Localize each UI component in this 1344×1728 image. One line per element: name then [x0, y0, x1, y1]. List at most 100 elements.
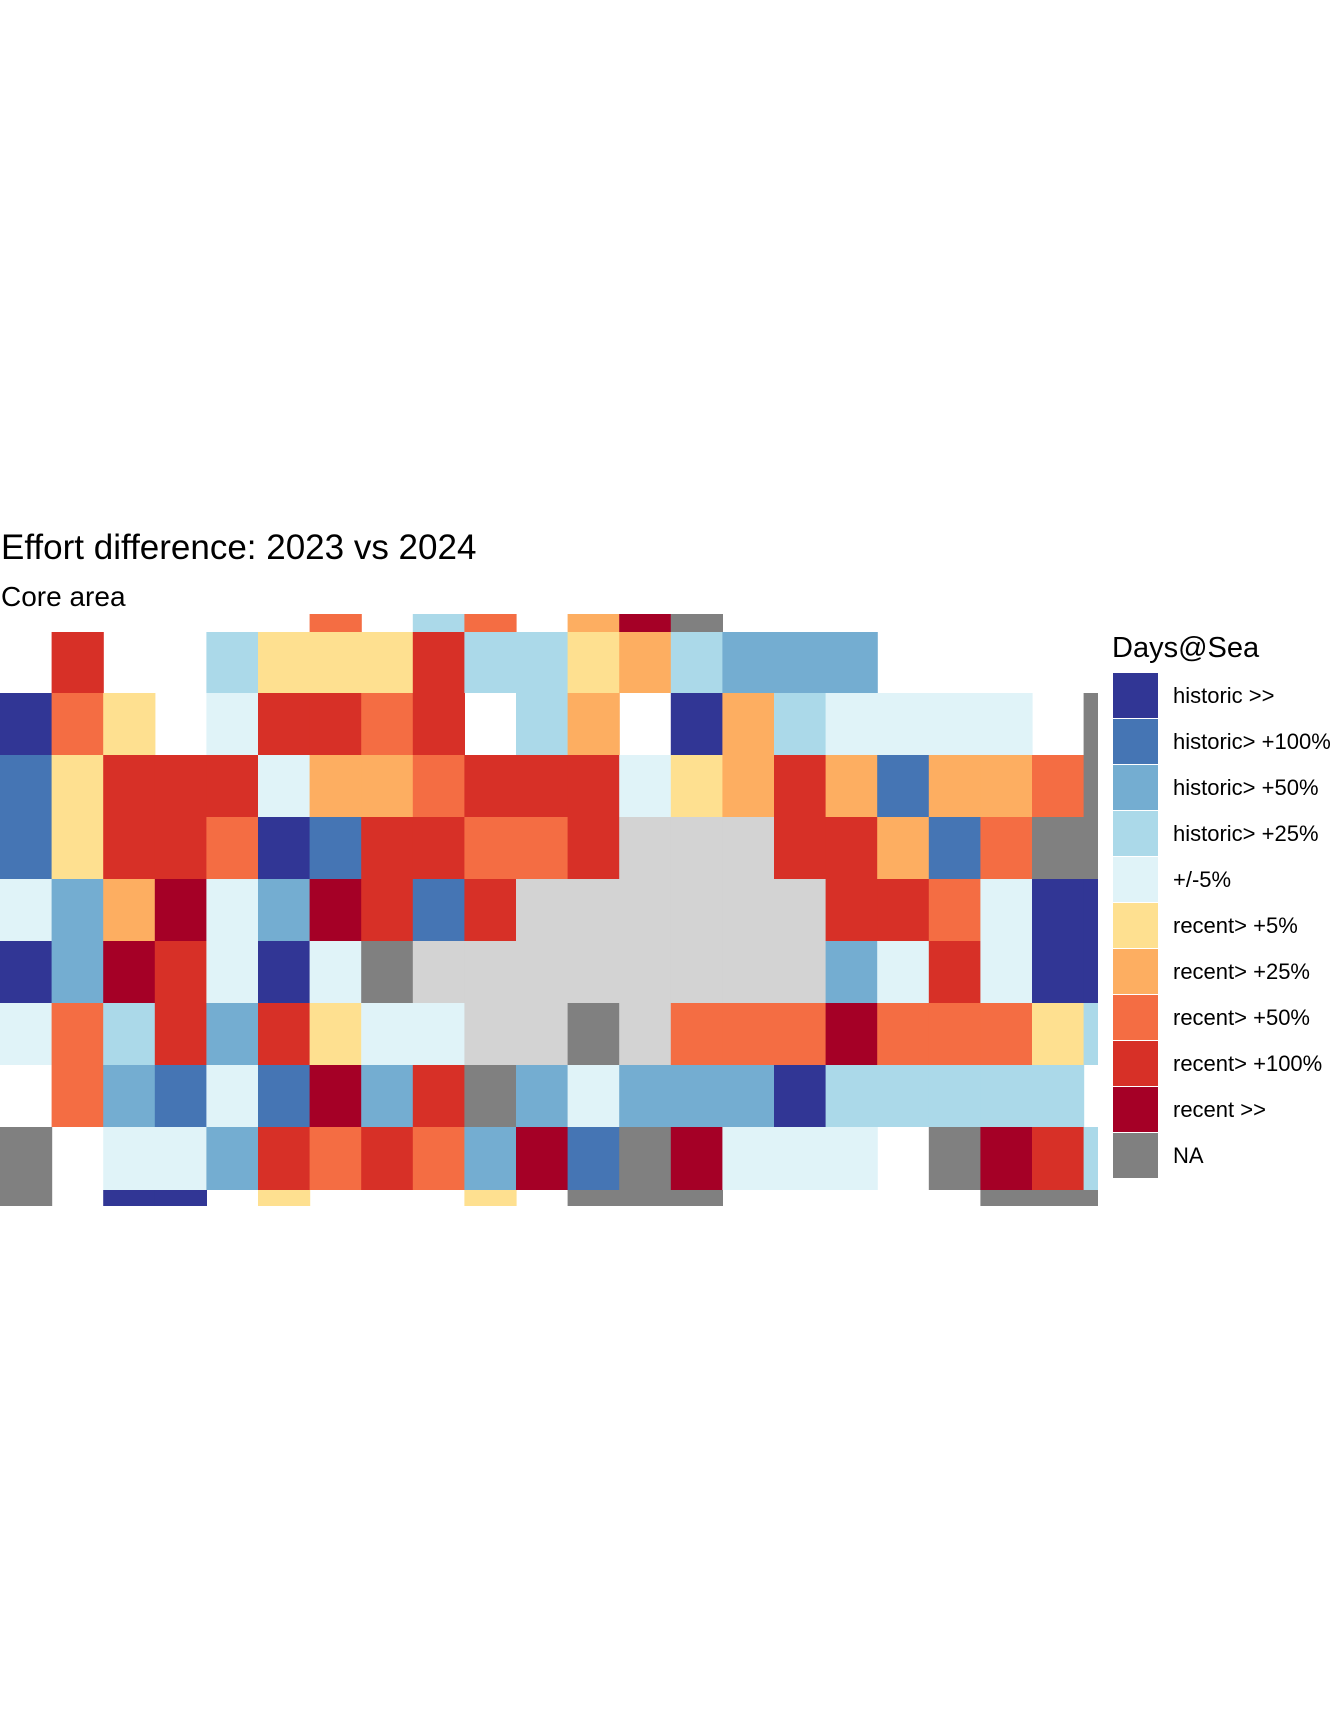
heatmap-cell [1032, 755, 1085, 817]
heatmap-cell [206, 879, 259, 941]
heatmap-cell [206, 1065, 259, 1127]
heatmap-cell [670, 693, 723, 755]
heatmap-cell [0, 879, 53, 941]
heatmap-cell [51, 632, 104, 693]
heatmap-cell [103, 693, 156, 755]
heatmap-cell [361, 693, 414, 755]
heatmap-cell [206, 632, 259, 693]
heatmap-cell [0, 817, 53, 879]
heatmap-cell [774, 817, 827, 879]
heatmap-cell [309, 1065, 362, 1127]
heatmap-cell [877, 755, 930, 817]
heatmap-cell [825, 755, 878, 817]
land-cell [516, 1003, 569, 1065]
heatmap-cell [722, 1127, 775, 1190]
heatmap-cell [464, 1127, 517, 1190]
land-cell [722, 941, 775, 1003]
legend-item: +/-5% [1112, 857, 1259, 903]
heatmap-cell [206, 817, 259, 879]
legend-key [1113, 949, 1158, 994]
heatmap-cell [103, 941, 156, 1003]
legend-key [1113, 811, 1158, 856]
heatmap-cell [309, 941, 362, 1003]
heatmap-cell [206, 941, 259, 1003]
chart-subtitle: Core area [1, 581, 126, 612]
heatmap-cell [258, 693, 311, 755]
land-cell [464, 941, 517, 1003]
land-cell [670, 941, 723, 1003]
heatmap-cell [361, 879, 414, 941]
heatmap-cell [825, 817, 878, 879]
heatmap-cell [825, 1065, 878, 1127]
heatmap-cell [567, 1003, 620, 1065]
heatmap-cell [928, 941, 981, 1003]
land-cell [619, 879, 672, 941]
heatmap-cell [825, 879, 878, 941]
heatmap-cell [361, 755, 414, 817]
heatmap-cell [154, 755, 207, 817]
legend-key [1113, 857, 1158, 902]
heatmap-cell [154, 817, 207, 879]
heatmap-cell [928, 1065, 981, 1127]
legend-label: recent> +50% [1173, 1005, 1310, 1030]
heatmap-cell [567, 1127, 620, 1190]
heatmap-cell [412, 1003, 465, 1065]
heatmap-cell [0, 1127, 53, 1190]
legend-item: recent> +25% [1112, 949, 1310, 995]
heatmap-cell [1032, 1065, 1085, 1127]
land-cell [670, 879, 723, 941]
heatmap-cell [309, 755, 362, 817]
heatmap-cell [464, 1065, 517, 1127]
heatmap-cell [1083, 941, 1098, 1003]
heatmap-cell [412, 614, 465, 632]
heatmap-cell [980, 693, 1033, 755]
legend-key [1113, 1087, 1158, 1132]
heatmap-cell [619, 632, 672, 693]
legend: Days@Sea historic >> historic> +100% histo… [1112, 630, 1331, 1179]
heatmap-cell [722, 1065, 775, 1127]
heatmap-cell [309, 817, 362, 879]
heatmap-cell [258, 632, 311, 693]
heatmap-cell [1032, 1127, 1085, 1190]
heatmap-cell [258, 755, 311, 817]
heatmap-cell [51, 879, 104, 941]
heatmap-cell [51, 755, 104, 817]
heatmap-cell [928, 817, 981, 879]
heatmap-cell [361, 632, 414, 693]
heatmap-cell [154, 1065, 207, 1127]
heatmap-cell [0, 755, 53, 817]
heatmap-cell [928, 879, 981, 941]
land-cell [619, 1003, 672, 1065]
heatmap-cell [1032, 1003, 1085, 1065]
heatmap-cell [154, 941, 207, 1003]
heatmap-cell [980, 1065, 1033, 1127]
heatmap-cell [51, 693, 104, 755]
heatmap-cell [774, 693, 827, 755]
legend-items: historic >> historic> +100% historic> +50%… [1112, 673, 1331, 1179]
heatmap-cell [361, 817, 414, 879]
legend-title: Days@Sea [1112, 632, 1260, 664]
heatmap-cell [516, 693, 569, 755]
heatmap-cell [516, 632, 569, 693]
heatmap-cell [567, 632, 620, 693]
heatmap-cell [567, 755, 620, 817]
heatmap-cell [464, 817, 517, 879]
heatmap-cell [361, 1127, 414, 1190]
heatmap-cell [1083, 1127, 1098, 1190]
heatmap-cell [516, 755, 569, 817]
legend-item: recent> +5% [1112, 903, 1298, 949]
legend-key [1113, 1133, 1158, 1178]
heatmap-cell [567, 614, 620, 632]
heatmap-cell [154, 1003, 207, 1065]
heatmap-cell [619, 1065, 672, 1127]
heatmap-cell [309, 879, 362, 941]
land-cell [619, 817, 672, 879]
heatmap-cell [1083, 879, 1098, 941]
legend-label: NA [1173, 1143, 1204, 1168]
heatmap-cell [309, 632, 362, 693]
heatmap-cell [928, 1127, 981, 1190]
heatmap-cell [670, 614, 723, 632]
legend-item: recent >> [1112, 1087, 1266, 1133]
heatmap-cell [154, 1127, 207, 1190]
legend-label: +/-5% [1173, 867, 1232, 892]
